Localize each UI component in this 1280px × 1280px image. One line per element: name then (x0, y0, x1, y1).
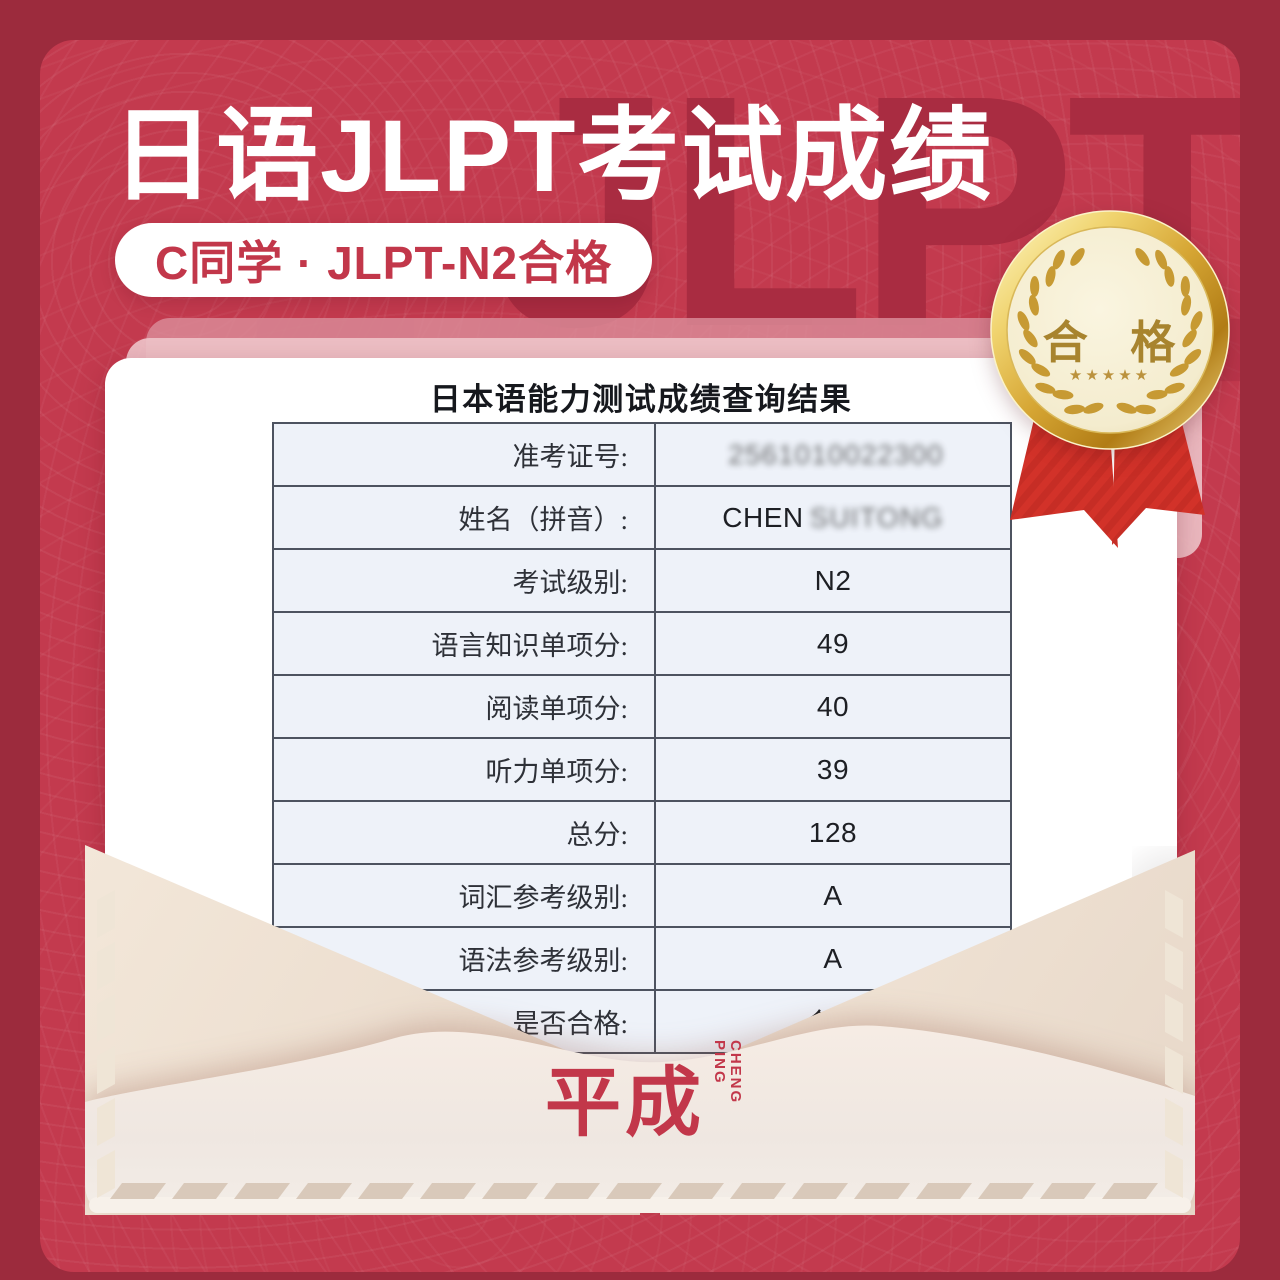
brand-logo: 平成 CHENG PING (545, 1040, 744, 1146)
table-row: 词汇参考级别: A (274, 863, 1010, 926)
medal-face (1007, 227, 1213, 433)
row-label: 总分: (274, 802, 656, 863)
row-label: 听力单项分: (274, 739, 656, 800)
row-label: 语言知识单项分: (274, 613, 656, 674)
row-value: 39 (656, 739, 1010, 800)
table-row: 考试级别: N2 (274, 548, 1010, 611)
student-badge-label: C同学 · JLPT-N2合格 (155, 237, 613, 289)
ribbon-right-tail (1112, 415, 1205, 545)
envelope-stitch-dashes (97, 890, 1183, 1199)
page-title: 日语JLPT考试成绩 (112, 99, 994, 213)
table-row: 准考证号: 2561010022300 (274, 424, 1010, 485)
row-value: 40 (656, 676, 1010, 737)
table-row: 总分: 128 (274, 800, 1010, 863)
brand-logo-chinese: 平成 (545, 1061, 705, 1146)
row-label: 准考证号: (274, 424, 656, 485)
row-value: 2561010022300 (656, 424, 1010, 485)
envelope-bottom-edge (89, 1197, 1191, 1213)
envelope-front-flap (85, 1025, 1195, 1213)
medal-pass-label: 合 格 (1042, 317, 1178, 368)
score-report-card: 日本语能力测试成绩查询结果 准考证号: 2561010022300 姓名（拼音）… (105, 358, 1177, 1080)
row-label: 考试级别: (274, 550, 656, 611)
medal-stars: ★★★★★ (1068, 367, 1152, 384)
table-row: 听力单项分: 39 (274, 737, 1010, 800)
medal-ring (991, 211, 1229, 449)
row-label: 词汇参考级别: (274, 865, 656, 926)
row-value: CHEN SUITONG (656, 487, 1010, 548)
poster-panel: JLPT JLPT 日语JLPT考试成绩 C同学 · JLPT-N2合格 日本语… (40, 40, 1240, 1272)
brand-logo-english-line1: CHENG (727, 1040, 744, 1105)
envelope-graphic (85, 845, 1195, 1215)
laurel-wreath (1017, 248, 1203, 415)
brand-logo-english: CHENG PING (685, 1040, 769, 1150)
row-value: 128 (656, 802, 1010, 863)
table-row: 语言知识单项分: 49 (274, 611, 1010, 674)
row-value: 49 (656, 613, 1010, 674)
table-row: 姓名（拼音）: CHEN SUITONG (274, 485, 1010, 548)
score-report-title: 日本语能力测试成绩查询结果 (429, 382, 853, 417)
row-value: A (656, 865, 1010, 926)
brand-logo-english-line2: PING (711, 1040, 728, 1085)
pass-medal (990, 210, 1230, 450)
row-label: 姓名（拼音）: (274, 487, 656, 548)
table-row: 阅读单项分: 40 (274, 674, 1010, 737)
medal-ribbons (1010, 415, 1205, 548)
student-badge: C同学 · JLPT-N2合格 (115, 223, 653, 297)
row-value: N2 (656, 550, 1010, 611)
ribbon-left-tail (1010, 415, 1118, 548)
row-label: 阅读单项分: (274, 676, 656, 737)
